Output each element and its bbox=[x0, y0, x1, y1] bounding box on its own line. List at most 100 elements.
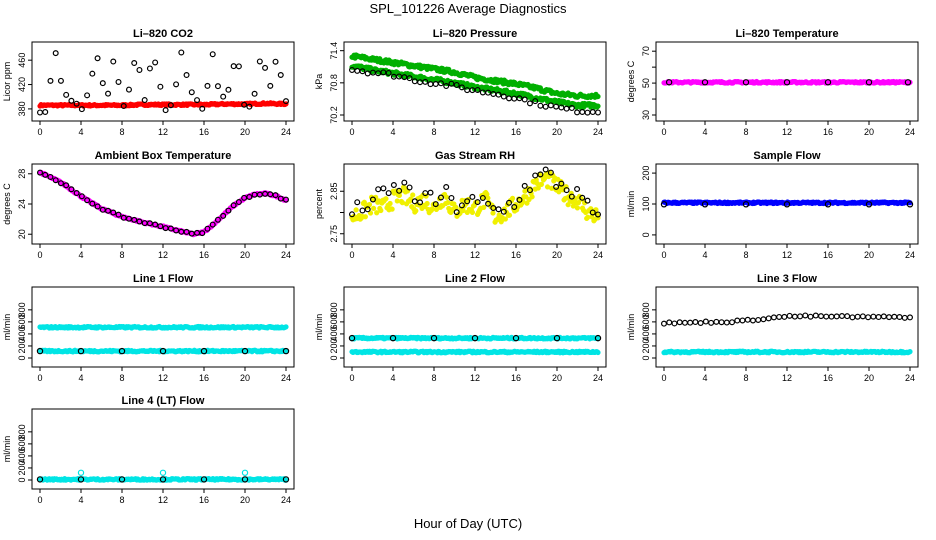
data-point bbox=[529, 194, 535, 200]
data-point bbox=[383, 196, 389, 202]
y-tick-label: 420 bbox=[17, 77, 27, 92]
x-tick-label: 8 bbox=[119, 373, 124, 383]
data-points bbox=[36, 169, 290, 238]
data-point bbox=[512, 334, 520, 342]
data-point bbox=[63, 182, 70, 189]
x-tick-label: 24 bbox=[905, 373, 915, 383]
data-point bbox=[729, 319, 736, 326]
panel-8: Line 2 Flow ml/min 0 4 8 12 16 20 24 0 20040060080… bbox=[314, 273, 607, 383]
data-point bbox=[136, 218, 143, 225]
data-point bbox=[516, 95, 523, 102]
data-points bbox=[348, 334, 602, 356]
x-tick-label: 24 bbox=[905, 127, 915, 137]
plot-frame bbox=[31, 163, 295, 245]
data-point bbox=[105, 90, 112, 97]
data-point bbox=[865, 79, 873, 86]
y-tick-label: 400 bbox=[329, 326, 339, 341]
x-tick-label: 20 bbox=[552, 373, 562, 383]
x-tick-label: 0 bbox=[661, 250, 666, 260]
data-point bbox=[36, 169, 43, 176]
x-tick-label: 8 bbox=[119, 250, 124, 260]
data-point bbox=[194, 97, 201, 104]
x-tick-label: 0 bbox=[37, 127, 42, 137]
panel-10: Line 4 (LT) Flow ml/min 0 4 8 12 16 20 24 0 200400… bbox=[2, 395, 295, 505]
data-point bbox=[77, 476, 85, 483]
data-point bbox=[568, 193, 575, 200]
data-point bbox=[526, 100, 533, 107]
data-point bbox=[427, 81, 434, 88]
data-point bbox=[214, 216, 221, 223]
data-point bbox=[173, 227, 180, 234]
data-point bbox=[443, 184, 450, 191]
x-tick-label: 16 bbox=[511, 373, 521, 383]
data-point bbox=[665, 79, 673, 86]
data-point bbox=[183, 72, 190, 79]
data-point bbox=[371, 205, 377, 212]
data-point bbox=[880, 313, 887, 320]
data-point bbox=[52, 50, 59, 57]
data-point bbox=[432, 81, 439, 88]
data-point bbox=[765, 315, 772, 322]
data-point bbox=[556, 189, 562, 195]
data-point bbox=[865, 201, 873, 208]
data-point bbox=[131, 216, 138, 223]
data-point bbox=[369, 196, 376, 203]
y-tick-label: 0 bbox=[641, 355, 651, 360]
data-point bbox=[495, 91, 502, 98]
data-point bbox=[823, 313, 830, 320]
data-point bbox=[162, 107, 169, 114]
data-point bbox=[359, 68, 366, 75]
data-point bbox=[68, 186, 75, 193]
data-point bbox=[204, 225, 211, 232]
data-point bbox=[52, 177, 59, 184]
data-point bbox=[660, 320, 667, 327]
data-point bbox=[666, 319, 673, 326]
data-point bbox=[77, 469, 85, 476]
data-point bbox=[413, 208, 419, 214]
x-tick-label: 4 bbox=[78, 127, 83, 137]
panel-title: Sample Flow bbox=[753, 150, 821, 162]
data-point bbox=[157, 83, 164, 90]
x-tick-label: 4 bbox=[702, 373, 707, 383]
data-point bbox=[479, 194, 486, 201]
data-point bbox=[374, 210, 380, 216]
data-point bbox=[574, 205, 581, 211]
data-point bbox=[406, 184, 413, 191]
data-point bbox=[364, 206, 371, 213]
data-point bbox=[595, 349, 601, 356]
x-tick-label: 24 bbox=[905, 250, 915, 260]
y-tick-label: 400 bbox=[17, 448, 27, 463]
panel-title: Gas Stream RH bbox=[435, 150, 515, 162]
data-point bbox=[241, 469, 249, 476]
y-tick-label: 24 bbox=[17, 199, 27, 209]
data-point bbox=[241, 476, 249, 483]
data-point bbox=[427, 189, 434, 196]
x-tick-label: 8 bbox=[431, 127, 436, 137]
y-tick-label: 30 bbox=[641, 110, 651, 120]
data-point bbox=[901, 314, 908, 321]
data-point bbox=[89, 70, 96, 77]
data-point bbox=[526, 187, 533, 194]
panel-5: Gas Stream RH percent 0 4 8 12 16 20 24 2.75 2.85 bbox=[314, 150, 607, 260]
data-point bbox=[584, 197, 591, 204]
panel-3: Li–820 Temperature degrees C 0 4 8 12 16 20 24 30… bbox=[626, 28, 919, 137]
data-point bbox=[469, 209, 476, 215]
x-tick-label: 12 bbox=[470, 373, 480, 383]
x-tick-label: 16 bbox=[511, 250, 521, 260]
data-point bbox=[849, 314, 856, 321]
figure-x-axis-label: Hour of Day (UTC) bbox=[413, 516, 523, 531]
x-tick-label: 8 bbox=[743, 127, 748, 137]
data-point bbox=[118, 347, 126, 355]
data-point bbox=[256, 58, 263, 65]
panel-7: Line 1 Flow ml/min 0 4 8 12 16 20 24 0 20040060080… bbox=[2, 273, 295, 383]
data-point bbox=[417, 199, 424, 206]
y-tick-label: 28 bbox=[17, 169, 27, 179]
data-point bbox=[411, 198, 418, 205]
data-point bbox=[838, 313, 845, 320]
data-point bbox=[389, 206, 395, 212]
y-tick-label: 70.2 bbox=[329, 106, 339, 124]
panel-4: Ambient Box Temperature degrees C 0 4 8 12 16 2… bbox=[2, 150, 295, 260]
data-point bbox=[214, 83, 221, 90]
y-tick-label: 800 bbox=[17, 424, 27, 439]
data-point bbox=[432, 201, 439, 208]
